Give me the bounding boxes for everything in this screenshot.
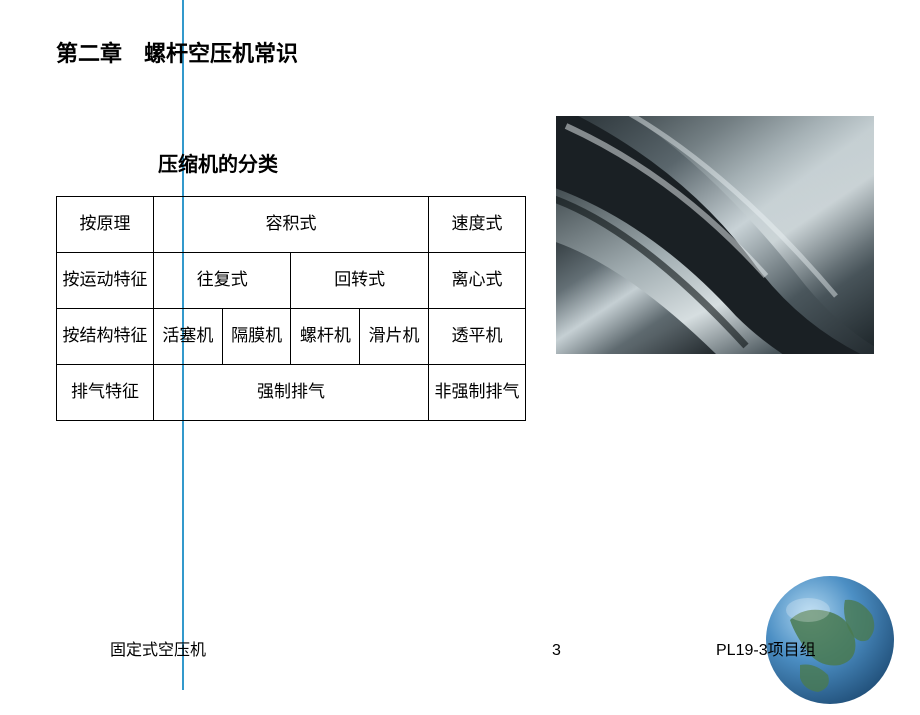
chapter-title: 第二章 螺杆空压机常识 xyxy=(56,36,298,68)
row-header: 按运动特征 xyxy=(57,253,154,309)
table-row: 按原理 容积式 速度式 xyxy=(57,197,526,253)
table-cell: 离心式 xyxy=(428,253,525,309)
table-cell: 非强制排气 xyxy=(428,365,525,421)
table-cell: 强制排气 xyxy=(154,365,429,421)
section-title: 压缩机的分类 xyxy=(158,148,278,177)
footer-left: 固定式空压机 xyxy=(110,636,206,660)
table-row: 按结构特征 活塞机 隔膜机 螺杆机 滑片机 透平机 xyxy=(57,309,526,365)
table-cell: 透平机 xyxy=(428,309,525,365)
row-header: 按结构特征 xyxy=(57,309,154,365)
table-row: 排气特征 强制排气 非强制排气 xyxy=(57,365,526,421)
row-header: 排气特征 xyxy=(57,365,154,421)
table-cell: 隔膜机 xyxy=(222,309,291,365)
table-cell: 滑片机 xyxy=(360,309,429,365)
table-cell: 回转式 xyxy=(291,253,428,309)
footer-page-number: 3 xyxy=(552,642,561,660)
screw-rotor-photo xyxy=(556,116,874,354)
table-cell: 容积式 xyxy=(154,197,429,253)
row-header: 按原理 xyxy=(57,197,154,253)
table-cell: 速度式 xyxy=(428,197,525,253)
table-cell: 往复式 xyxy=(154,253,291,309)
table-row: 按运动特征 往复式 回转式 离心式 xyxy=(57,253,526,309)
footer-right: PL19-3项目组 xyxy=(716,636,816,660)
table-cell: 活塞机 xyxy=(154,309,223,365)
table-cell: 螺杆机 xyxy=(291,309,360,365)
classification-table: 按原理 容积式 速度式 按运动特征 往复式 回转式 离心式 按结构特征 活塞机 … xyxy=(56,196,526,421)
